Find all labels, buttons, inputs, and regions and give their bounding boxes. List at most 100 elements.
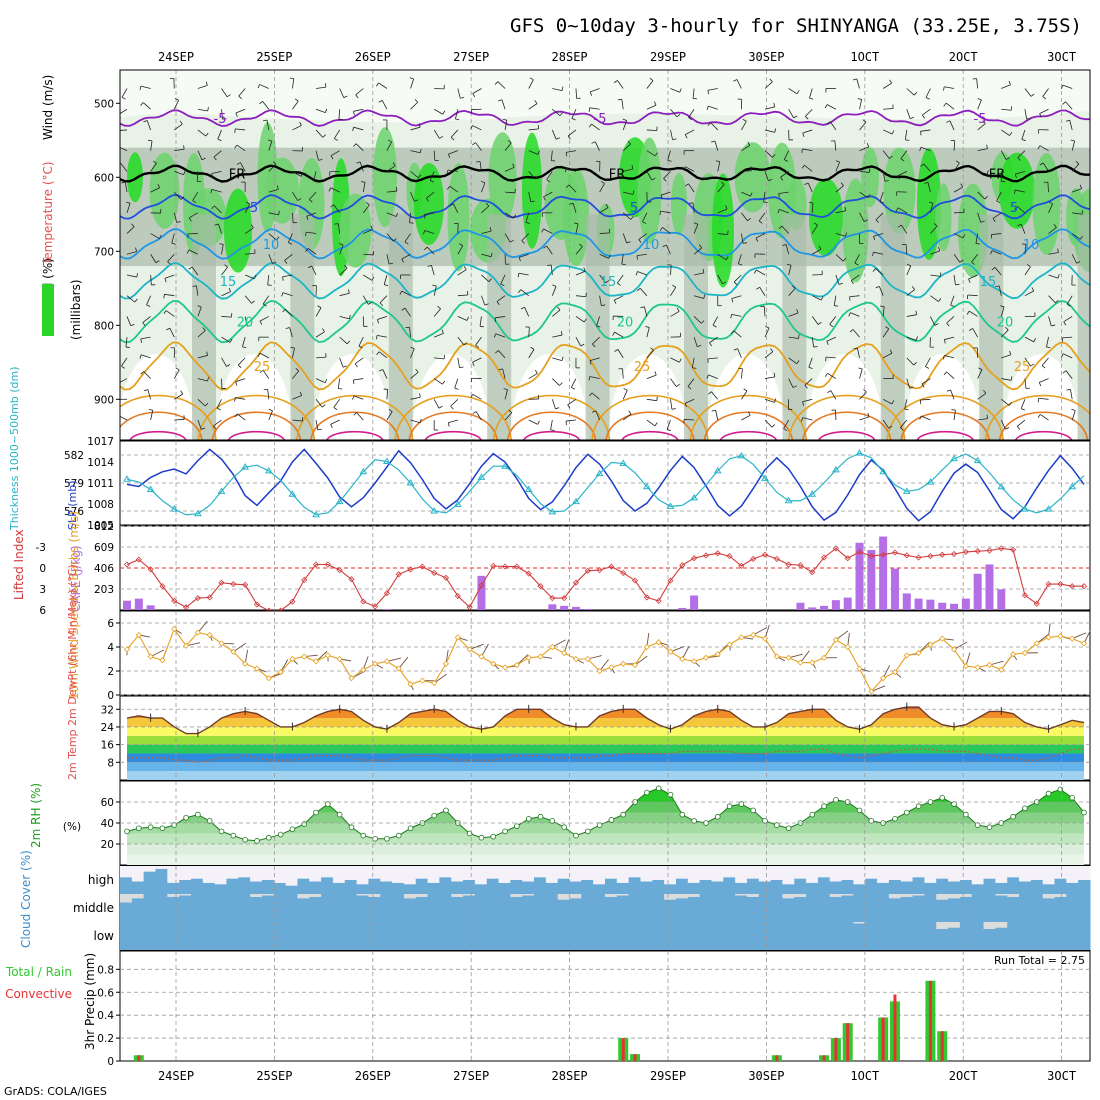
wind-barb [693, 316, 702, 324]
wind-barb-flag [889, 349, 893, 354]
wind-barb [449, 185, 459, 193]
precip-convective-bar [846, 1023, 850, 1061]
wind-barb-flag [250, 224, 254, 229]
wind-barb-flag [211, 173, 213, 178]
cloud-cell [439, 877, 452, 894]
wind-barb-flag [213, 425, 217, 430]
wind-barb [1024, 244, 1027, 255]
wind-barb-flag [672, 138, 677, 141]
wind-barb-flag [299, 121, 302, 126]
rh-marker [407, 825, 414, 832]
wind-barb [339, 244, 344, 255]
wind-barb [859, 191, 869, 199]
wind-barb-flag [328, 187, 332, 192]
cloud-cell [226, 878, 239, 894]
date-label-bottom: 1OCT [850, 1069, 879, 1083]
wind-barb-flag [353, 143, 357, 147]
wind-barb [783, 419, 789, 429]
wind10m-marker [431, 679, 438, 687]
wind-barb-flag [475, 344, 480, 348]
rh-legend-swatch [42, 284, 54, 336]
wind-barb-flag [202, 327, 206, 331]
wind-barb-flag [495, 350, 499, 354]
wind-barb-flag [845, 232, 847, 237]
wind-barb [779, 209, 789, 214]
cloud-cell [711, 922, 724, 950]
cloud-cell [273, 894, 287, 922]
wind-barb-flag [167, 261, 171, 265]
run-total: Run Total = 2.75 [994, 954, 1085, 967]
wind10m-barb [469, 643, 484, 650]
wind-barb-flag [787, 263, 792, 266]
wind-barb [646, 327, 650, 338]
lifted-marker [502, 563, 509, 570]
date-label-bottom: 30SEP [748, 1069, 784, 1083]
wind-barb [495, 333, 506, 338]
cape-bar [961, 598, 970, 610]
wind-barb [339, 88, 345, 98]
thickness-marker [855, 449, 864, 456]
wind-barb [570, 378, 577, 388]
wind-barb-flag [1014, 174, 1017, 179]
wind-barb-flag [858, 367, 863, 370]
wind-barb [788, 109, 794, 119]
wind-barb-flag [305, 232, 307, 237]
wind-barb [262, 101, 270, 110]
thickness-marker [453, 500, 462, 507]
wind-barb [475, 142, 482, 151]
cloud-cover-cells [120, 866, 1091, 950]
wind-barb [410, 396, 421, 400]
rh-marker [620, 811, 627, 818]
clear-cell [1066, 866, 1079, 883]
cloud-cell [522, 881, 535, 894]
clear-cell [1078, 866, 1091, 880]
clear-cell [120, 894, 133, 903]
wind-barb [386, 141, 392, 151]
lifted-marker [974, 548, 981, 555]
wind-barb-flag [139, 85, 142, 91]
wind-barb [833, 295, 837, 306]
wind-barb-flag [210, 189, 213, 194]
cloud-cell [888, 880, 902, 894]
wind-barb [410, 126, 421, 131]
cloud-cell [486, 922, 500, 950]
cloud-cell [616, 922, 630, 950]
wind10m-marker [785, 654, 792, 661]
wind-barb [1063, 316, 1073, 323]
wind-barb-flag [801, 417, 803, 422]
wind-barb-flag [449, 203, 454, 206]
cloud-cell [155, 922, 168, 950]
wind-barb [575, 295, 586, 298]
wind10m-marker [679, 655, 686, 663]
temp-dewpt-lines [126, 702, 1085, 763]
precip-convective-bar [893, 994, 897, 1061]
wind-barb-flag [395, 212, 399, 217]
wind-barb [1071, 163, 1080, 172]
wind-barb-flag [574, 222, 579, 225]
wind-barb-flag [163, 294, 165, 299]
cape-bar [938, 602, 947, 610]
cloud-cell [167, 896, 180, 922]
cloud-cell [1007, 896, 1020, 922]
lifted-marker [312, 561, 320, 568]
contour-label: 10 [1023, 238, 1040, 253]
wind-barb [1015, 189, 1026, 193]
wind-barb [1024, 357, 1031, 367]
lifted-marker [395, 571, 402, 578]
wind-barb [930, 274, 941, 277]
rh-blob [414, 162, 444, 245]
thickness-marker [832, 465, 840, 473]
wind-barb [244, 203, 251, 214]
thickness-marker [737, 451, 746, 459]
wind-barb [1070, 389, 1073, 400]
wind-barb-flag [384, 284, 389, 287]
wind-barb-flag [235, 381, 238, 386]
contour-label: 20 [617, 316, 634, 331]
wind-barb [266, 120, 270, 131]
wind-barb [174, 148, 185, 152]
wind-barb [1001, 108, 1012, 111]
clear-cell [214, 866, 227, 885]
wind-barb [164, 293, 175, 297]
wind-barb-flag [921, 383, 925, 388]
